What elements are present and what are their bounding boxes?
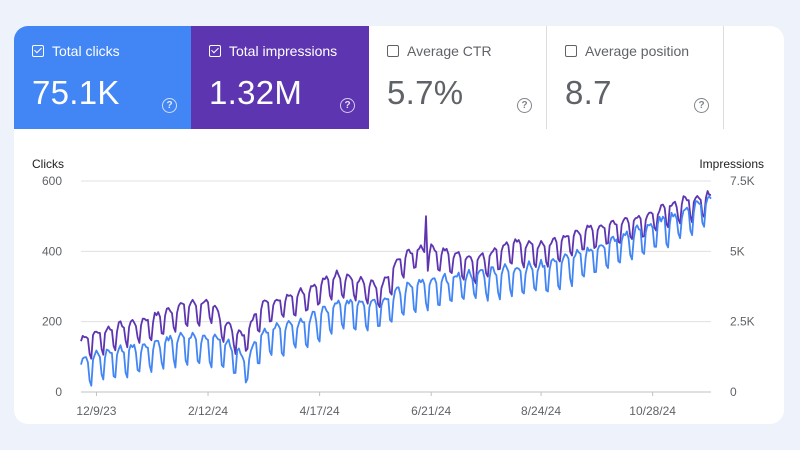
left-tick-label: 200 [42,315,62,329]
metric-total-impressions[interactable]: Total impressions 1.32M ? [191,26,369,129]
x-tick-label: 8/24/24 [521,404,561,418]
x-tick-label: 10/28/24 [629,404,676,418]
metric-total-clicks[interactable]: Total clicks 75.1K ? [14,26,191,129]
right-tick-label: 5K [730,244,745,258]
metric-value: 5.7% [387,74,464,111]
help-icon[interactable]: ? [694,98,709,113]
clicks-series-line [80,195,712,387]
performance-chart: Clicks Impressions 0 200 400 600 0 2.5K 5K 7.5… [14,146,784,424]
x-tick-label: 6/21/24 [411,404,451,418]
help-icon[interactable]: ? [162,98,177,113]
metric-value: 1.32M [209,74,303,111]
x-tick-label: 12/9/23 [76,404,116,418]
checkbox-unchecked-icon[interactable] [387,45,399,57]
metric-label: Total impressions [229,43,338,59]
performance-card: Total clicks 75.1K ? Total impressions 1… [14,26,784,424]
right-axis-ticks: 0 2.5K 5K 7.5K [730,174,755,399]
x-tick-label: 2/12/24 [188,404,228,418]
help-icon[interactable]: ? [517,98,532,113]
metric-header: Total clicks [32,42,191,60]
left-tick-label: 0 [55,385,62,399]
right-tick-label: 7.5K [730,174,755,188]
metric-average-ctr[interactable]: Average CTR 5.7% ? [369,26,547,129]
x-axis-ticks: 12/9/23 2/12/24 4/17/24 6/21/24 8/24/24 10/28… [76,392,676,418]
metric-value: 8.7 [565,74,612,111]
metric-label: Average position [585,43,690,59]
metric-header: Average CTR [387,42,546,60]
metric-header: Average position [565,42,723,60]
left-axis-ticks: 0 200 400 600 [42,174,62,399]
right-axis-title: Impressions [699,157,764,171]
metric-label: Average CTR [407,43,492,59]
checkbox-checked-icon[interactable] [209,45,221,57]
left-tick-label: 400 [42,244,62,258]
metric-label: Total clicks [52,43,120,59]
checkbox-checked-icon[interactable] [32,45,44,57]
right-tick-label: 0 [730,385,737,399]
line-chart-svg: Clicks Impressions 0 200 400 600 0 2.5K 5K 7.5… [32,157,764,418]
checkbox-unchecked-icon[interactable] [565,45,577,57]
x-tick-label: 4/17/24 [300,404,340,418]
metric-header: Total impressions [209,42,369,60]
chart-series [80,190,712,387]
metric-average-position[interactable]: Average position 8.7 ? [547,26,724,129]
metric-tabs: Total clicks 75.1K ? Total impressions 1… [14,26,724,129]
impressions-series-line [80,190,712,360]
right-tick-label: 2.5K [730,315,755,329]
left-axis-title: Clicks [32,157,64,171]
help-icon[interactable]: ? [340,98,355,113]
left-tick-label: 600 [42,174,62,188]
metric-value: 75.1K [32,74,120,111]
